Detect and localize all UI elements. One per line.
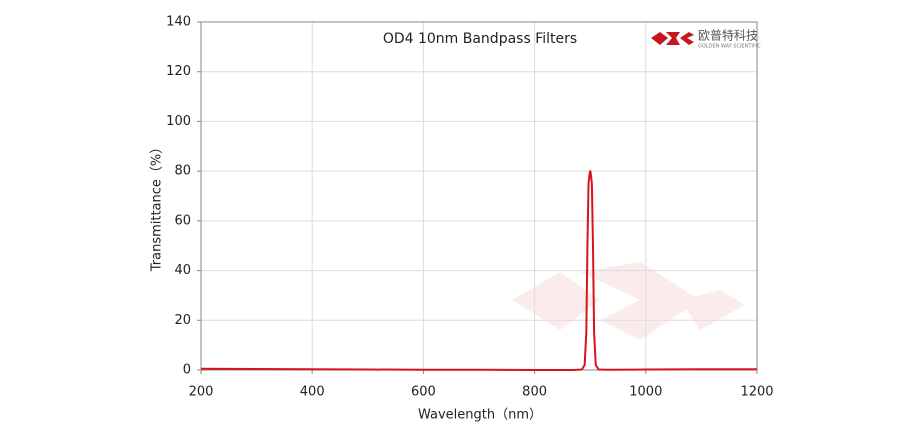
plot-frame <box>200 21 758 371</box>
x-tick-label: 600 <box>411 385 436 400</box>
x-tick-label: 200 <box>189 385 214 400</box>
x-tick-label: 1000 <box>629 385 662 400</box>
y-tick-label: 0 <box>183 363 191 378</box>
y-tick-label: 80 <box>174 164 191 179</box>
logo: 欧普特科技 GOLDEN WAY SCIENTIFIC <box>651 28 761 50</box>
x-axis-label: Wavelength（nm） <box>418 408 542 423</box>
y-tick-label: 40 <box>174 263 191 278</box>
x-tick-label: 400 <box>300 385 325 400</box>
y-tick-label: 140 <box>166 15 191 30</box>
line <box>200 170 757 371</box>
watermark <box>512 262 745 340</box>
y-tick-label: 120 <box>166 64 191 79</box>
logo-subtitle: GOLDEN WAY SCIENTIFIC <box>698 44 761 50</box>
chart-title: OD4 10nm Bandpass Filters <box>383 31 577 47</box>
y-axis-label: Transmittance（%） <box>150 141 165 273</box>
y-tick-label: 100 <box>166 114 191 129</box>
x-tick-label: 800 <box>522 385 547 400</box>
y-tick-label: 60 <box>174 213 191 228</box>
x-tick-label: 1200 <box>740 385 773 400</box>
y-tick-label: 20 <box>174 313 191 328</box>
logo-name: 欧普特科技 <box>698 28 758 43</box>
